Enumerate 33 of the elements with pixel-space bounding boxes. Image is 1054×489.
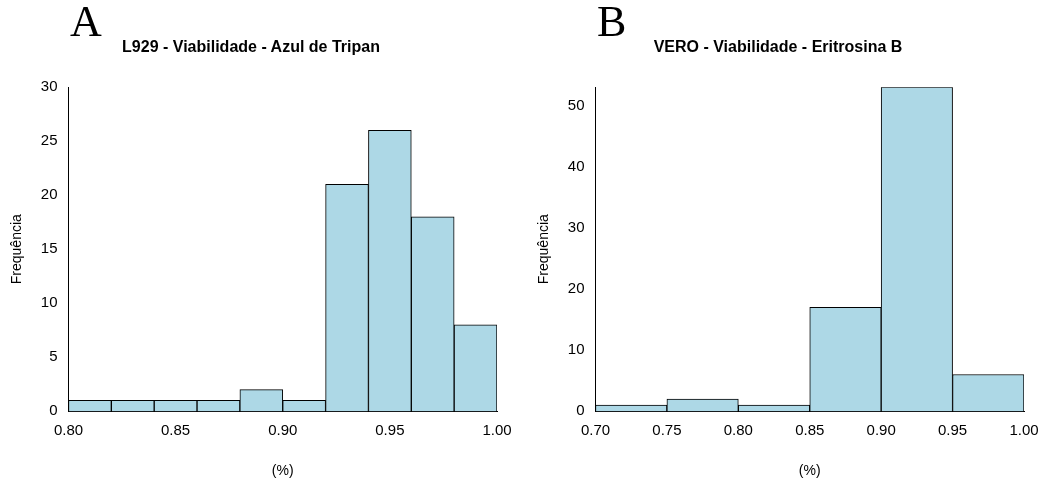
x-tick-label: 0.90 — [268, 421, 298, 439]
y-tick-label: 30 — [567, 217, 585, 235]
y-tick-label: 40 — [567, 156, 585, 174]
x-tick-label: 0.80 — [723, 421, 753, 439]
x-tick-label: 0.75 — [652, 421, 682, 439]
y-tick-label: 30 — [40, 77, 58, 95]
x-tick-label: 0.95 — [375, 421, 405, 439]
chart-title: L929 - Viabilidade - Azul de Tripan — [122, 38, 380, 56]
y-tick-label: 20 — [40, 185, 58, 203]
x-tick-label: 0.70 — [580, 421, 611, 439]
x-axis-title: (%) — [798, 462, 821, 479]
x-tick-label: 0.85 — [161, 421, 191, 439]
y-tick-label: 20 — [567, 279, 585, 297]
y-tick-label: 10 — [40, 293, 58, 311]
y-tick-label: 15 — [40, 239, 58, 257]
x-tick-label: 0.90 — [866, 421, 896, 439]
x-tick-label: 0.95 — [937, 421, 968, 439]
x-tick-label: 1.00 — [1009, 421, 1039, 439]
y-tick-label: 0 — [49, 401, 58, 419]
y-axis-title: Frequência — [535, 213, 552, 285]
y-axis-title: Frequência — [8, 213, 25, 285]
text: B — [597, 0, 627, 46]
y-tick-label: 10 — [567, 340, 585, 358]
y-tick-label: 25 — [40, 131, 58, 149]
chart-title: VERO - Viabilidade - Eritrosina B — [653, 38, 903, 56]
x-tick-label: 0.80 — [53, 421, 84, 439]
text: A — [70, 0, 102, 46]
y-tick-label: 50 — [567, 95, 585, 113]
x-tick-label: 0.85 — [795, 421, 825, 439]
x-tick-label: 1.00 — [482, 421, 512, 439]
y-tick-label: 0 — [576, 401, 585, 419]
x-axis-title: (%) — [271, 462, 294, 479]
y-tick-label: 5 — [49, 347, 58, 365]
